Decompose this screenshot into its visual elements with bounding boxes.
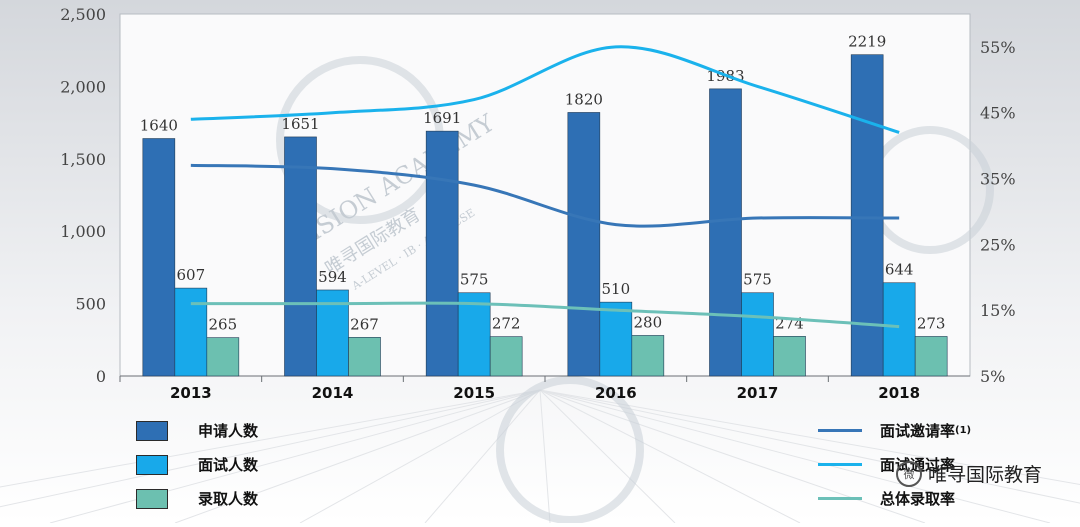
bar-data-label: 265 xyxy=(209,316,238,334)
bar-data-label: 594 xyxy=(318,268,347,286)
y2-tick-label: 15% xyxy=(980,301,1016,320)
floor-grid-line xyxy=(0,389,541,508)
y-tick-label: 500 xyxy=(75,295,106,314)
legend-label-apply: 申请人数 xyxy=(198,422,259,440)
bar xyxy=(425,130,459,377)
bar xyxy=(206,337,240,377)
rate-line xyxy=(190,163,900,228)
bar xyxy=(489,336,523,377)
bar xyxy=(348,337,381,377)
legend-line-invite-rate xyxy=(818,429,862,432)
bar-data-label: 575 xyxy=(743,271,772,289)
bar xyxy=(631,335,665,377)
bar xyxy=(567,112,601,377)
legend-swatch-apply xyxy=(136,420,168,441)
bar-data-label: 272 xyxy=(492,315,521,333)
legend-label-overall-rate: 总体录取率 xyxy=(880,490,956,508)
bar-data-label: 2219 xyxy=(848,33,886,51)
bar-data-label: 1651 xyxy=(281,115,319,133)
wechat-icon: 微 xyxy=(895,460,922,487)
y-tick-label: 2,500 xyxy=(60,5,106,24)
floor-grid-line xyxy=(539,389,676,524)
legend-label-admit: 录取人数 xyxy=(198,490,259,508)
x-tick-label: 2018 xyxy=(878,384,920,402)
rate-line xyxy=(190,301,900,329)
x-tick-label: 2017 xyxy=(737,384,779,402)
legend-swatch-interview xyxy=(136,454,168,475)
bar xyxy=(284,136,317,377)
legend-item-overall-rate: 总体录取率 xyxy=(818,488,955,509)
y2-tick-label: 5% xyxy=(980,367,1005,386)
floor-grid-line xyxy=(299,389,541,524)
bar-data-label: 280 xyxy=(634,313,663,331)
bar xyxy=(599,301,633,377)
plot-frame xyxy=(119,13,971,377)
rate-line xyxy=(190,45,900,134)
bar-data-label: 1691 xyxy=(423,109,461,127)
bar-data-label: 575 xyxy=(460,271,489,289)
bar-data-label: 644 xyxy=(885,261,914,279)
bar-data-label: 607 xyxy=(177,266,206,284)
bar xyxy=(709,88,742,377)
bar-data-label: 273 xyxy=(917,314,946,332)
bar xyxy=(142,138,176,377)
x-tick-label: 2014 xyxy=(312,384,354,402)
y2-tick-label: 25% xyxy=(980,235,1016,254)
legend-item-apply: 申请人数 xyxy=(136,420,258,441)
y2-tick-label: 55% xyxy=(980,38,1016,57)
floor-grid-line xyxy=(539,389,926,524)
y2-tick-label: 45% xyxy=(980,104,1016,123)
legend-item-admit: 录取人数 xyxy=(136,488,258,509)
bar-data-label: 267 xyxy=(350,315,379,333)
floor-grid-line xyxy=(49,389,541,524)
watermark-logo-circle xyxy=(496,376,644,524)
bar xyxy=(174,287,208,377)
floor-grid-line xyxy=(174,389,541,524)
bar xyxy=(773,336,806,377)
legend-line-pass-rate xyxy=(818,463,862,466)
bar-data-label: 1640 xyxy=(140,117,178,135)
bar xyxy=(457,292,491,377)
floor-grid-line xyxy=(0,389,541,488)
legend-label-interview: 面试人数 xyxy=(198,456,259,474)
legend-label-invite-rate: 面试邀请率 xyxy=(880,422,956,440)
watermark-footer: 微 唯寻国际教育 xyxy=(895,460,1042,487)
legend-sup-invite-rate: (1) xyxy=(955,425,972,436)
x-tick-label: 2016 xyxy=(595,384,637,402)
y-tick-label: 0 xyxy=(96,367,106,386)
bar xyxy=(741,292,774,377)
y-tick-label: 1,500 xyxy=(60,150,106,169)
floor-grid-line xyxy=(539,389,801,524)
legend-swatch-admit xyxy=(136,488,168,509)
floor-grid-line xyxy=(424,389,541,524)
y2-tick-label: 35% xyxy=(980,170,1016,189)
bar-data-label: 510 xyxy=(602,280,631,298)
y-tick-label: 1,000 xyxy=(60,222,106,241)
legend-item-invite-rate: 面试邀请率 (1) xyxy=(818,420,971,441)
floor-grid-line xyxy=(539,389,1080,504)
watermark-footer-text: 唯寻国际教育 xyxy=(927,464,1042,486)
x-tick-label: 2015 xyxy=(453,384,495,402)
bar xyxy=(882,282,916,377)
legend-item-interview: 面试人数 xyxy=(136,454,258,475)
bar-data-label: 1820 xyxy=(565,90,603,108)
bar xyxy=(850,54,884,377)
bar xyxy=(914,336,948,377)
floor-grid-line xyxy=(539,389,551,524)
floor-grid-line xyxy=(539,389,1080,486)
legend-line-overall-rate xyxy=(818,497,862,500)
x-tick-label: 2013 xyxy=(170,384,212,402)
y-tick-label: 2,000 xyxy=(60,77,106,96)
